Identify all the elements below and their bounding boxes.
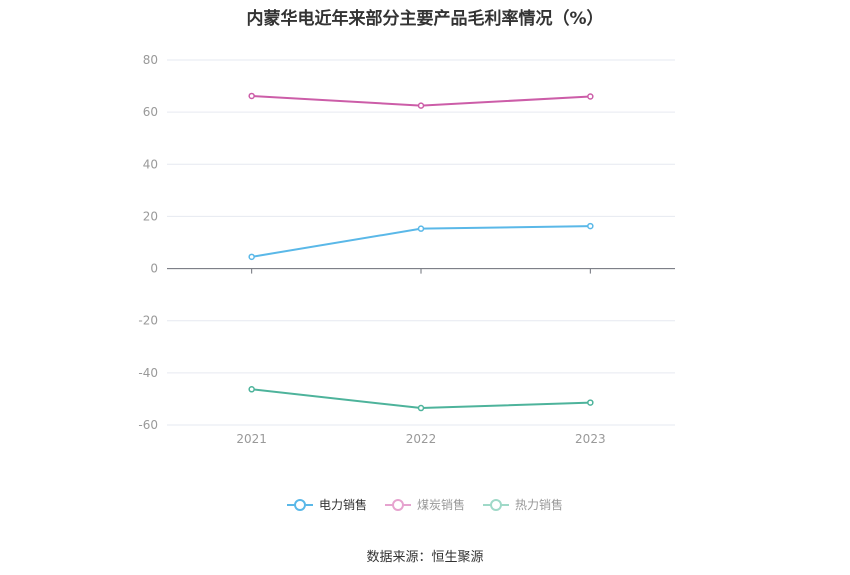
y-tick-label: 60 (143, 105, 158, 119)
y-tick-label: 80 (143, 53, 158, 67)
chart-title: 内蒙华电近年来部分主要产品毛利率情况（%） (246, 9, 604, 29)
legend-label: 电力销售 (318, 498, 367, 512)
data-point (417, 404, 425, 412)
data-point (417, 225, 425, 232)
data-point (587, 399, 594, 406)
data-point (587, 222, 594, 230)
y-tick-label: 20 (143, 209, 158, 223)
x-tick-label: 2022 (406, 432, 437, 446)
legend-line-icon (384, 498, 411, 512)
data-point (248, 386, 255, 393)
x-tick-label: 2023 (575, 432, 606, 446)
line-chart: 80 60 40 20 0 -20 -40 -60 2021 2022 2023 (138, 53, 675, 446)
y-tick-label: 40 (143, 157, 158, 171)
grid-lines (167, 59, 675, 426)
data-point (417, 102, 425, 109)
data-point (587, 93, 594, 100)
legend-label: 煤炭销售 (416, 498, 465, 512)
legend: 电力销售 煤炭销售 热力销售 (0, 496, 850, 513)
legend-line-icon (483, 498, 509, 512)
data-source: 数据来源：恒生聚源 (366, 550, 484, 565)
legend-item-coal[interactable]: 煤炭销售 (384, 496, 465, 513)
legend-line-icon (286, 498, 313, 512)
data-point (248, 253, 255, 261)
x-axis: 2021 2022 2023 (167, 268, 675, 446)
x-tick-label: 2021 (236, 432, 267, 446)
y-tick-label: 0 (150, 262, 158, 276)
y-tick-label: -20 (138, 314, 158, 328)
legend-item-heat[interactable]: 热力销售 (483, 496, 563, 513)
y-axis: 80 60 40 20 0 -20 -40 -60 (138, 53, 158, 432)
series-group (248, 92, 594, 412)
legend-item-electricity[interactable]: 电力销售 (286, 496, 367, 513)
y-tick-label: -60 (138, 418, 158, 432)
data-point (248, 92, 255, 100)
legend-label: 热力销售 (515, 498, 564, 512)
y-tick-label: -40 (138, 366, 158, 380)
